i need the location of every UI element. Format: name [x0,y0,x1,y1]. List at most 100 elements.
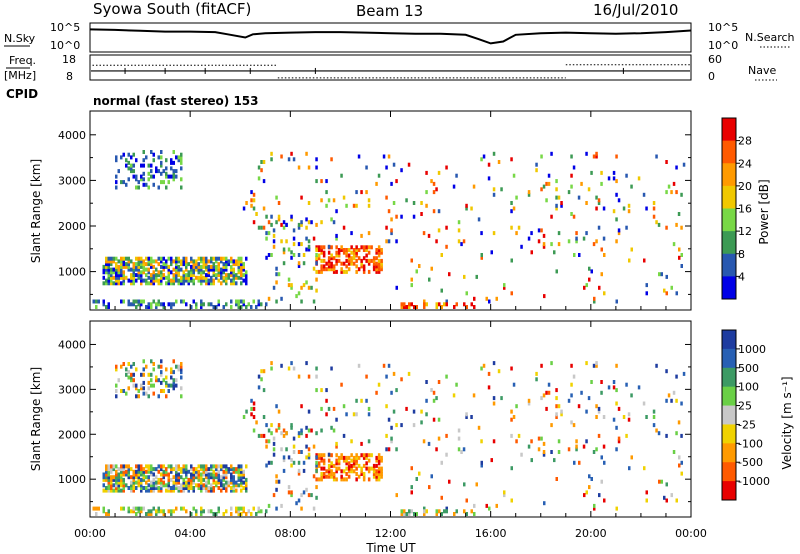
velocity-cell [537,436,541,441]
velocity-cell [355,455,358,460]
power-cell [225,273,228,278]
power-cell [150,278,153,283]
velocity-cell [120,472,123,477]
power-cell [172,150,175,154]
velocity-cell [152,506,155,511]
power-cell [617,231,621,236]
power-cell [150,259,153,264]
power-cell [135,185,138,190]
power-cell [530,231,533,236]
velocity-cell [242,415,246,419]
power-cell [180,262,183,267]
velocity-cell [320,474,323,479]
power-cell [182,259,185,264]
power-cell [297,165,301,170]
velocity-cell [195,469,198,474]
velocity-cell [130,364,133,369]
power-cell [157,185,160,190]
power-cell [177,158,180,163]
velocity-cell [327,466,331,471]
colorbar-tick-label: 20 [738,180,752,193]
velocity-cell [287,366,291,371]
velocity-cell [135,486,138,490]
power-cell [160,155,163,160]
power-cell [527,236,531,241]
velocity-cell [655,363,658,368]
power-cell [225,267,228,272]
velocity-cell [427,441,431,446]
velocity-cell [225,480,228,485]
velocity-cell [240,472,243,477]
velocity-cell [147,509,150,514]
power-cell [185,302,188,307]
power-cell [92,299,95,304]
colorbar-frame [721,329,737,501]
velocity-cell [147,475,150,480]
velocity-cell [560,412,563,417]
y-tick-label: 3000 [58,174,86,187]
velocity-cell [157,480,160,485]
power-cell [327,256,331,261]
power-cell [212,267,215,272]
power-cell [377,258,381,263]
velocity-cell [657,431,661,436]
power-cell [307,201,311,205]
velocity-cell [115,469,118,474]
power-cell [140,174,143,179]
power-cell [460,242,463,247]
velocity-cell [192,472,195,477]
velocity-cell [137,477,140,482]
velocity-cell [145,480,148,485]
velocity-cell [335,469,338,474]
velocity-cell [155,512,158,516]
power-cell [142,267,145,272]
velocity-cell [250,512,253,516]
power-cell [345,248,348,252]
velocity-cell [152,486,155,490]
velocity-cell [375,455,378,460]
velocity-cell [340,474,343,479]
velocity-cell [455,509,458,514]
velocity-cell [335,444,338,449]
velocity-cell [275,428,278,433]
velocity-cell [240,480,243,485]
velocity-cell [335,458,338,463]
velocity-cell [162,378,165,383]
power-cell [530,250,533,255]
power-cell [140,302,143,307]
velocity-cell [275,487,278,492]
power-cell [600,272,603,277]
power-cell [492,231,496,236]
power-cell [130,259,133,264]
power-cell [315,269,318,274]
velocity-cell [315,453,318,458]
power-cell [177,273,180,278]
power-cell [390,217,393,222]
power-cell [335,269,338,274]
velocity-cell [165,483,168,488]
power-cell [465,305,468,309]
velocity-cell [115,394,118,399]
velocity-cell [125,464,128,469]
power-cell [545,198,548,203]
power-cell [200,281,203,286]
power-cell [423,302,426,307]
power-cell [115,185,118,190]
power-cell [110,270,113,275]
power-cell [400,214,403,219]
power-cell [135,299,138,304]
velocity-cell [300,431,303,436]
velocity-cell [240,475,243,480]
velocity-cell [130,486,133,490]
velocity-cell [400,512,403,516]
velocity-cell [380,455,383,460]
velocity-cell [127,469,130,474]
power-cell [345,269,348,274]
velocity-cell [457,447,461,452]
power-cell [315,253,318,257]
power-cell [237,305,240,309]
y-tick-label: 2000 [58,428,86,441]
velocity-cell [617,406,621,411]
velocity-cell [425,380,428,384]
velocity-cell [580,390,583,395]
